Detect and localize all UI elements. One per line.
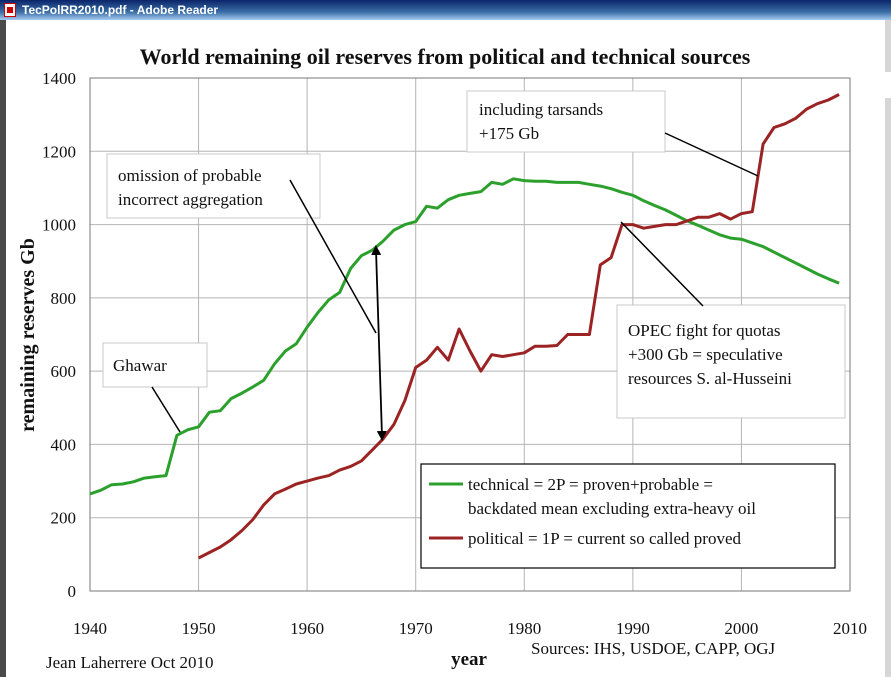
legend-label-technical-line-2: backdated mean excluding extra-heavy oil <box>468 499 756 518</box>
series-line-political <box>197 93 840 560</box>
reserves-gap-arrow <box>371 245 387 441</box>
y-tick-labels: 0 200 400 600 800 1000 1200 1400 <box>42 69 76 601</box>
legend-label-technical-line-1: technical = 2P = proven+probable = <box>468 475 713 494</box>
x-axis-label: year <box>451 649 487 670</box>
ghawar-callout-text: Ghawar <box>113 356 167 375</box>
x-tick-label: 1960 <box>290 619 324 638</box>
window-title: TecPolRR2010.pdf - Adobe Reader <box>22 3 219 17</box>
window-title-bar: TecPolRR2010.pdf - Adobe Reader <box>0 0 891 20</box>
y-tick-label: 800 <box>51 289 77 308</box>
author-credit: Jean Laherrere Oct 2010 <box>46 653 214 672</box>
data-series <box>89 93 840 560</box>
x-tick-label: 2010 <box>833 619 867 638</box>
x-tick-label: 1970 <box>399 619 433 638</box>
chart-title: World remaining oil reserves from politi… <box>140 44 751 69</box>
reader-scrollbar[interactable] <box>885 20 891 677</box>
y-tick-label: 1200 <box>42 142 76 161</box>
legend-label-political: political = 1P = current so called prove… <box>468 529 741 548</box>
opec-callout-line-2: +300 Gb = speculative <box>628 345 783 364</box>
y-axis-label: remaining reserves Gb <box>17 238 39 432</box>
plot-area-border <box>89 77 851 592</box>
tarsands-leader-line <box>664 132 759 177</box>
scrollbar-thumb[interactable] <box>885 72 891 98</box>
y-tick-label: 600 <box>51 362 77 381</box>
y-tick-label: 0 <box>68 582 77 601</box>
opec-leader-line <box>620 221 704 307</box>
omission-callout-box <box>106 153 321 219</box>
x-tick-label: 1940 <box>73 619 107 638</box>
x-tick-label: 1980 <box>507 619 541 638</box>
opec-callout-line-1: OPEC fight for quotas <box>628 321 781 340</box>
series-line-technical <box>89 177 840 496</box>
legend-box <box>420 463 836 569</box>
tarsands-callout-box <box>466 90 666 153</box>
y-tick-label: 1400 <box>42 69 76 88</box>
tarsands-callout-line-2: +175 Gb <box>479 124 539 143</box>
x-tick-label: 1950 <box>182 619 216 638</box>
tarsands-callout-line-1: including tarsands <box>479 100 603 119</box>
ghawar-callout-box <box>102 342 208 388</box>
opec-callout-box <box>616 304 846 419</box>
reader-left-frame <box>0 20 6 677</box>
sources-credit: Sources: IHS, USDOE, CAPP, OGJ <box>531 639 776 658</box>
pdf-document-icon <box>4 3 16 17</box>
y-tick-label: 1000 <box>42 216 76 235</box>
x-tick-label: 1990 <box>616 619 650 638</box>
y-tick-label: 400 <box>51 435 77 454</box>
opec-callout-line-3: resources S. al-Husseini <box>628 369 792 388</box>
omission-leader-line <box>289 179 377 334</box>
omission-callout-line-1: omission of probable <box>118 166 262 185</box>
y-tick-label: 200 <box>51 509 77 528</box>
x-tick-label: 2000 <box>724 619 758 638</box>
x-tick-labels: 1940 1950 1960 1970 1980 1990 2000 2010 <box>73 619 867 638</box>
omission-callout-line-2: incorrect aggregation <box>118 190 263 209</box>
ghawar-leader-line <box>151 386 181 433</box>
